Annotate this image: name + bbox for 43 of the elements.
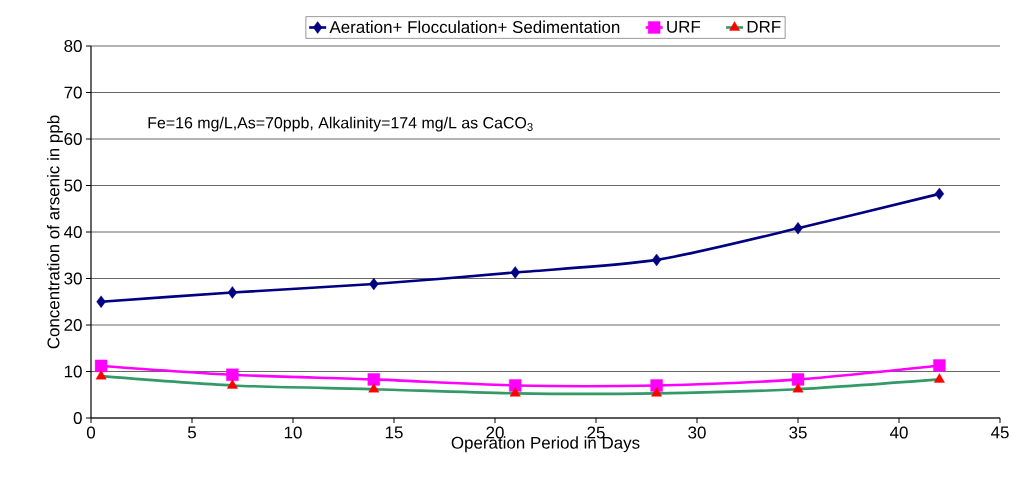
point xyxy=(509,379,522,392)
legend-label: URF xyxy=(667,20,701,33)
point xyxy=(934,187,945,201)
point xyxy=(793,222,803,235)
x-tick-label: 0 xyxy=(86,426,96,439)
point xyxy=(369,277,379,291)
point xyxy=(509,387,521,397)
point xyxy=(96,295,106,308)
y-tick-label: 80 xyxy=(64,40,82,52)
point xyxy=(792,382,804,393)
point xyxy=(95,369,107,380)
y-tick-label: 30 xyxy=(64,272,82,285)
y-tick-label: 10 xyxy=(64,365,82,378)
legend-label: Aeration+ Flocculation+ Sedimentation xyxy=(329,20,620,34)
point xyxy=(368,382,380,393)
point xyxy=(226,368,239,381)
point xyxy=(934,373,945,383)
annotation: Fe=16 mg/L,As=70ppb, Alkalinity=174 mg/L as CaCO$_{3}$ xyxy=(148,116,533,132)
x-tick-label: 45 xyxy=(990,426,1009,439)
legend-label: DRF xyxy=(747,20,781,33)
point xyxy=(651,387,662,397)
y-tick-label: 20 xyxy=(64,319,82,331)
x-tick-label: 30 xyxy=(688,426,706,439)
x-tick-label: 10 xyxy=(284,426,302,439)
point xyxy=(650,379,663,392)
y-tick-label: 70 xyxy=(64,86,82,99)
x-tick-label: 5 xyxy=(187,426,196,439)
point xyxy=(651,253,662,267)
x-tick-label: 40 xyxy=(889,426,908,439)
point xyxy=(227,379,238,389)
y-axis-title: Concentration of arsenic in ppb xyxy=(47,115,63,349)
y-tick-label: 60 xyxy=(64,133,82,145)
y-tick-label: 50 xyxy=(64,179,82,192)
y-tick-label: 0 xyxy=(73,412,82,424)
x-tick-label: 35 xyxy=(789,426,807,439)
point xyxy=(94,359,108,373)
point xyxy=(227,286,238,299)
point xyxy=(510,266,520,279)
point xyxy=(791,373,805,386)
point xyxy=(933,359,946,372)
x-tick-label: 15 xyxy=(385,426,403,439)
point xyxy=(367,373,380,386)
y-tick-label: 40 xyxy=(64,226,82,238)
